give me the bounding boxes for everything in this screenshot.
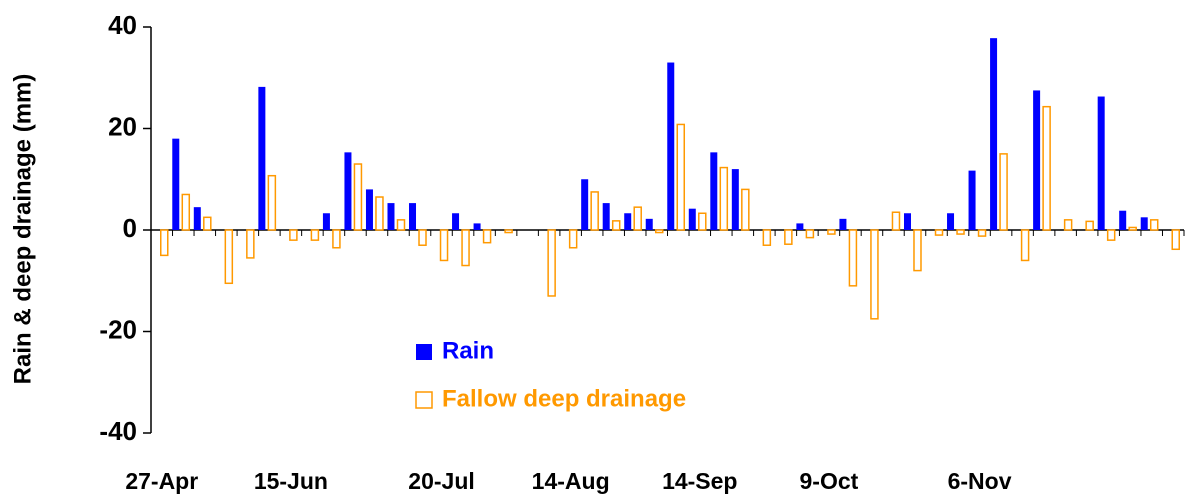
- bar: [1128, 226, 1137, 231]
- bar: [633, 206, 642, 231]
- bar: [762, 229, 772, 246]
- y-tick-label: -40: [99, 416, 137, 446]
- bar: [365, 189, 373, 230]
- bar: [784, 229, 793, 245]
- bar: [710, 152, 718, 230]
- bar: [160, 229, 169, 257]
- bar: [805, 229, 815, 239]
- bar: [624, 213, 632, 230]
- bar: [482, 229, 492, 244]
- bar: [439, 229, 449, 262]
- y-tick-label: 40: [108, 10, 137, 40]
- bar: [676, 123, 686, 231]
- bar: [1171, 229, 1180, 251]
- bar: [839, 218, 847, 230]
- y-tick-label: -20: [99, 314, 137, 344]
- bar: [1042, 105, 1051, 231]
- bar: [990, 38, 998, 230]
- bar: [409, 203, 417, 230]
- bar: [418, 229, 427, 246]
- bar: [977, 229, 987, 237]
- bar: [289, 229, 298, 241]
- bar: [590, 191, 599, 231]
- bar: [934, 229, 944, 236]
- bar: [870, 229, 879, 320]
- x-tick-label: 27-Apr: [125, 468, 198, 494]
- bar: [645, 218, 653, 230]
- bar: [1097, 96, 1105, 230]
- bar: [796, 223, 804, 230]
- bar: [547, 229, 556, 297]
- bar: [344, 152, 352, 230]
- bar: [1149, 219, 1159, 231]
- bar: [903, 213, 911, 230]
- bar: [310, 229, 320, 241]
- bar: [461, 229, 470, 267]
- x-tick-label: 15-Jun: [254, 468, 328, 494]
- y-axis-label: Rain & deep drainage (mm): [9, 74, 36, 385]
- bar: [968, 170, 976, 230]
- legend-swatch: [415, 391, 433, 409]
- bar: [1119, 210, 1127, 230]
- bar: [375, 196, 384, 231]
- bar: [947, 213, 955, 230]
- legend-label: Fallow deep drainage: [442, 385, 686, 412]
- bar: [913, 229, 922, 272]
- bar: [504, 229, 513, 234]
- bar: [452, 213, 460, 230]
- bar: [181, 193, 191, 231]
- bar: [246, 229, 255, 259]
- bar: [848, 229, 858, 287]
- bar: [224, 229, 234, 285]
- bar: [719, 166, 729, 231]
- bar: [1106, 229, 1116, 241]
- bar: [827, 229, 836, 235]
- bar: [193, 207, 201, 230]
- bar: [203, 216, 212, 231]
- bar: [698, 212, 707, 231]
- bar: [332, 229, 341, 249]
- bar: [602, 203, 610, 230]
- bar: [611, 220, 621, 231]
- x-tick-label: 6-Nov: [948, 468, 1012, 494]
- legend-swatch: [416, 344, 432, 360]
- bar: [473, 223, 481, 230]
- bar: [396, 219, 406, 231]
- bar: [688, 208, 696, 230]
- y-tick-label: 20: [108, 111, 137, 141]
- bar: [1085, 220, 1094, 231]
- bar: [353, 163, 363, 231]
- bar: [1020, 229, 1030, 262]
- bar: [322, 213, 330, 230]
- bar: [891, 211, 901, 231]
- y-tick-label: 0: [123, 213, 137, 243]
- x-tick-label: 14-Aug: [532, 468, 610, 494]
- x-tick-label: 9-Oct: [800, 468, 859, 494]
- bar: [956, 229, 965, 235]
- bar: [568, 229, 578, 249]
- bar: [267, 174, 277, 231]
- bar: [731, 169, 739, 230]
- bar: [667, 62, 675, 231]
- bar: [1063, 219, 1073, 231]
- bar: [258, 86, 266, 230]
- x-tick-label: 20-Jul: [408, 468, 474, 494]
- bar: [654, 229, 664, 234]
- bar: [1033, 90, 1041, 230]
- bar: [581, 179, 589, 230]
- bar: [172, 138, 180, 230]
- legend-label: Rain: [442, 337, 494, 364]
- x-tick-label: 14-Sep: [662, 468, 737, 494]
- bar: [741, 188, 750, 231]
- bar: [1140, 217, 1148, 230]
- bar: [387, 203, 395, 230]
- bar: [999, 153, 1008, 231]
